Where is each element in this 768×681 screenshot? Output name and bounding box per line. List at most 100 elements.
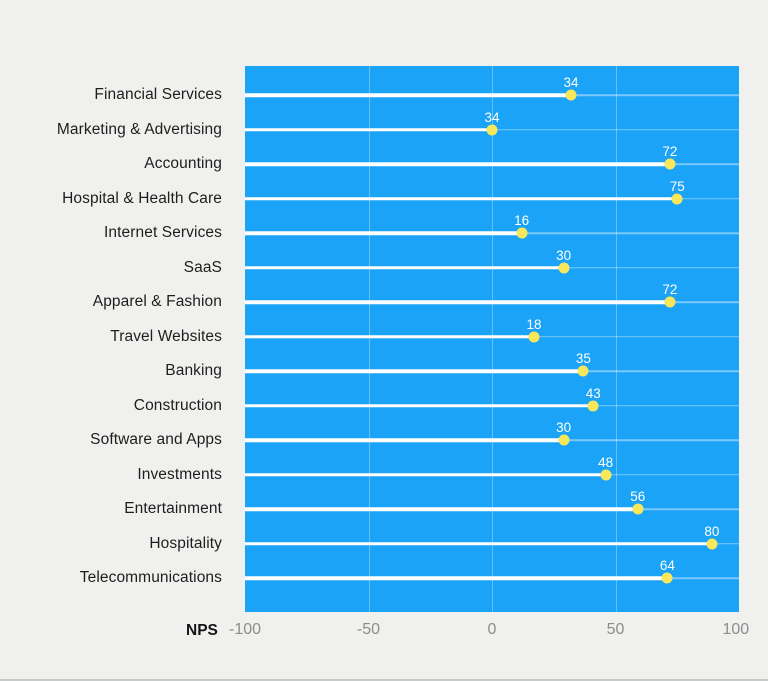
x-tick-label: 50 (606, 621, 625, 638)
value-label: 35 (575, 351, 591, 367)
value-label: 30 (556, 247, 572, 263)
row-plot: 48 (245, 454, 739, 493)
chart-row: Telecommunications 64 (0, 558, 739, 596)
lollipop-dot (706, 538, 718, 550)
lollipop-stem (245, 231, 522, 235)
vertical-gridline (368, 66, 370, 612)
value-label: 16 (514, 213, 530, 229)
lollipop-dot (671, 193, 683, 205)
category-label: Internet Services (103, 224, 222, 242)
chart-row: Apparel & Fashion 72 (0, 282, 739, 320)
vertical-gridline (492, 66, 493, 612)
vertical-gridline (615, 66, 617, 612)
value-label: 43 (585, 385, 601, 401)
category-label: Banking (165, 362, 222, 380)
value-label: 48 (598, 454, 614, 470)
category-label: Marketing & Advertising (56, 120, 222, 138)
row-plot: 34 (245, 109, 739, 148)
x-tick-label: 0 (487, 621, 497, 638)
value-label: 75 (669, 178, 685, 194)
row-plot: 34 (245, 75, 739, 113)
x-tick-label: 100 (722, 621, 750, 638)
category-label: Investments (137, 465, 222, 483)
row-plot: 16 (245, 213, 739, 251)
x-axis: NPS -100 -50 0 50 100 (186, 621, 749, 645)
category-label: Entertainment (124, 500, 222, 518)
chart-row: Financial Services 34 (0, 75, 739, 113)
chart-row: Investments 48 (0, 454, 739, 493)
row-plot: 30 (245, 247, 739, 286)
value-label: 72 (662, 144, 678, 160)
lollipop-dot (632, 503, 644, 515)
row-plot: 18 (245, 316, 739, 355)
value-label: 80 (704, 523, 720, 539)
row-plot: 35 (245, 351, 739, 389)
chart-row: Marketing & Advertising 34 (0, 109, 739, 148)
lollipop-dot (558, 434, 570, 446)
category-label: Telecommunications (79, 569, 222, 587)
value-label: 34 (484, 109, 500, 125)
lollipop-dot (664, 158, 676, 170)
chart-row: Accounting 72 (0, 144, 739, 182)
row-plot: 72 (245, 144, 739, 182)
lollipop-stem (245, 473, 606, 477)
lollipop-stem (245, 369, 584, 373)
row-plot: 56 (245, 489, 739, 527)
lollipop-dot (565, 89, 577, 101)
value-label: 18 (526, 316, 542, 332)
value-label: 64 (659, 558, 675, 574)
lollipop-dot (661, 572, 673, 584)
lollipop-dot (486, 124, 498, 136)
chart-row: Hospitality 80 (0, 523, 739, 562)
lollipop-dot (528, 331, 540, 343)
chart-row: Hospital & Health Care 75 (0, 178, 739, 217)
row-plot: 64 (245, 558, 739, 596)
row-plot: 72 (245, 282, 739, 320)
chart-row: Banking 35 (0, 351, 739, 389)
chart-row: Entertainment 56 (0, 489, 739, 527)
chart-row: SaaS 30 (0, 247, 739, 286)
row-plot: 80 (245, 523, 739, 562)
chart-row: Internet Services 16 (0, 213, 739, 251)
lollipop-stem (245, 542, 712, 546)
value-label: 72 (662, 282, 678, 298)
category-label: Financial Services (94, 86, 222, 104)
lollipop-dot (516, 227, 528, 239)
lollipop-stem (245, 197, 678, 201)
row-plot: 30 (245, 420, 739, 458)
plot-panel (245, 66, 739, 612)
lollipop-stem (245, 438, 564, 442)
value-label: 30 (556, 420, 572, 436)
lollipop-stem (245, 300, 670, 304)
chart-row: Construction 43 (0, 385, 739, 424)
lollipop-dot (577, 365, 589, 377)
row-plot: 43 (245, 385, 739, 424)
row-plot: 75 (245, 178, 739, 217)
lollipop-stem (245, 93, 572, 97)
lollipop-dot (664, 296, 676, 308)
category-label: Travel Websites (110, 327, 222, 345)
lollipop-stem (245, 507, 638, 511)
lollipop-stem (245, 335, 534, 339)
lollipop-dot (600, 469, 612, 481)
value-label: 56 (630, 489, 646, 505)
category-label: Hospitality (149, 534, 222, 552)
chart-row: Software and Apps 30 (0, 420, 739, 458)
value-label: 34 (563, 75, 579, 91)
x-axis-title: NPS (186, 622, 218, 639)
lollipop-stem (245, 404, 594, 408)
category-label: Accounting (144, 155, 222, 173)
chart-row: Travel Websites 18 (0, 316, 739, 355)
category-label: Hospital & Health Care (62, 189, 222, 207)
x-tick-label: -50 (356, 621, 381, 638)
lollipop-stem (245, 266, 564, 270)
category-label: SaaS (183, 258, 222, 276)
lollipop-stem (245, 576, 668, 580)
lollipop-dot (558, 262, 570, 274)
chart-rows: Financial Services 34 Marketing & Advert… (0, 66, 739, 596)
lollipop-stem (245, 162, 670, 166)
lollipop-stem (245, 128, 492, 132)
lollipop-dot (587, 400, 599, 412)
category-label: Software and Apps (90, 431, 222, 449)
